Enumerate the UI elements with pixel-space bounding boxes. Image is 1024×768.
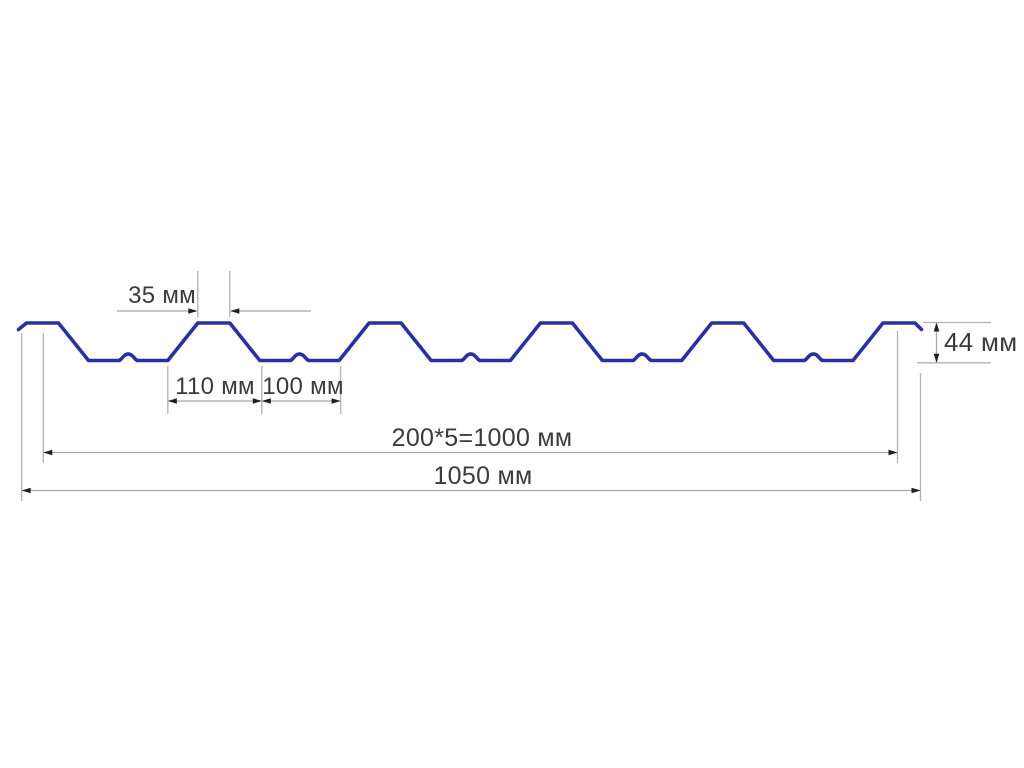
dimension-label-rib-bottom: 110 мм [175, 373, 255, 400]
dimension-height: 44 мм [917, 321, 1017, 364]
dimension-valley: 100 мм [261, 366, 344, 414]
arrowhead-right [888, 449, 898, 456]
arrowhead-left [167, 398, 177, 404]
dimension-overall-width: 1050 мм [21, 333, 922, 501]
dimension-label-overall-width: 1050 мм [433, 462, 532, 490]
dimension-working-width: 200*5=1000 мм [42, 331, 899, 463]
profile-outline [16, 321, 924, 363]
arrowhead-left [21, 487, 31, 494]
arrowhead-right [252, 398, 262, 404]
arrowhead-left [261, 398, 271, 404]
dimension-label-top-width: 35 мм [128, 282, 196, 309]
arrowhead-right [911, 487, 921, 494]
arrowhead-left [43, 449, 53, 456]
arrowhead-right [331, 398, 341, 404]
arrowhead-up [933, 322, 940, 332]
arrowhead-down [933, 353, 940, 363]
dimension-label-valley: 100 мм [262, 373, 344, 400]
dimension-label-working-width: 200*5=1000 мм [392, 424, 573, 452]
arrowhead-right [188, 308, 198, 314]
dimension-top-width: 35 мм [117, 271, 311, 317]
arrowhead-left [230, 308, 240, 314]
dimension-rib-bottom: 110 мм [167, 366, 263, 414]
dimension-label-height: 44 мм [944, 327, 1017, 357]
